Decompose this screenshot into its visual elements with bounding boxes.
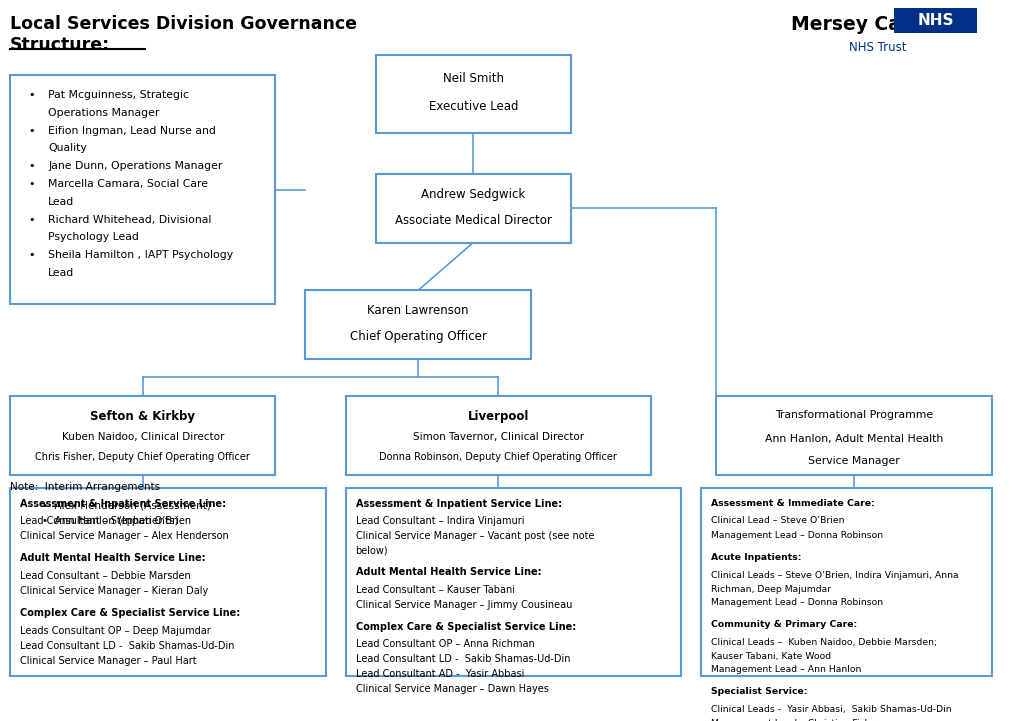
Text: Local Services Division Governance: Local Services Division Governance — [10, 15, 357, 33]
FancyBboxPatch shape — [10, 397, 275, 474]
Text: Chief Operating Officer: Chief Operating Officer — [350, 330, 486, 343]
Text: Management Lead – Donna Robinson: Management Lead – Donna Robinson — [710, 598, 882, 607]
Text: Adult Mental Health Service Line:: Adult Mental Health Service Line: — [356, 567, 541, 577]
Text: •  Ann Hanlon (Inpatients): • Ann Hanlon (Inpatients) — [42, 516, 178, 526]
Text: Clinical Lead – Steve O’Brien: Clinical Lead – Steve O’Brien — [710, 516, 844, 526]
Text: Sefton & Kirkby: Sefton & Kirkby — [90, 410, 195, 423]
Text: Lead Consultant – Indira Vinjamuri: Lead Consultant – Indira Vinjamuri — [356, 516, 524, 526]
Text: Jane Dunn, Operations Manager: Jane Dunn, Operations Manager — [48, 162, 222, 171]
Text: Quality: Quality — [48, 143, 87, 154]
Text: Lead Consultant LD -  Sakib Shamas-Ud-Din: Lead Consultant LD - Sakib Shamas-Ud-Din — [20, 641, 234, 651]
Text: Associate Medical Director: Associate Medical Director — [394, 214, 551, 227]
Text: Transformational Programme: Transformational Programme — [774, 410, 932, 420]
Text: Clinical Service Manager – Jimmy Cousineau: Clinical Service Manager – Jimmy Cousine… — [356, 600, 572, 610]
Text: •: • — [28, 250, 35, 260]
Text: Clinical Leads – Steve O’Brien, Indira Vinjamuri, Anna: Clinical Leads – Steve O’Brien, Indira V… — [710, 571, 958, 580]
Text: Clinical Service Manager – Paul Hart: Clinical Service Manager – Paul Hart — [20, 656, 197, 665]
Text: Complex Care & Specialist Service Line:: Complex Care & Specialist Service Line: — [20, 608, 240, 618]
Text: Richman, Deep Majumdar: Richman, Deep Majumdar — [710, 585, 830, 594]
Text: Donna Robinson, Deputy Chief Operating Officer: Donna Robinson, Deputy Chief Operating O… — [379, 452, 616, 462]
Text: Note:  Interim Arrangements: Note: Interim Arrangements — [10, 482, 160, 492]
Text: •: • — [28, 125, 35, 136]
Text: Specialist Service:: Specialist Service: — [710, 687, 807, 696]
Text: Pat Mcguinness, Strategic: Pat Mcguinness, Strategic — [48, 90, 189, 100]
Text: Community & Primary Care:: Community & Primary Care: — [710, 620, 857, 629]
FancyBboxPatch shape — [700, 488, 990, 676]
Text: Lead Consultant AD -  Yasir Abbasi: Lead Consultant AD - Yasir Abbasi — [356, 670, 524, 679]
Text: Simon Tavernor, Clinical Director: Simon Tavernor, Clinical Director — [413, 432, 583, 442]
Text: •: • — [28, 179, 35, 189]
Text: Karen Lawrenson: Karen Lawrenson — [367, 304, 469, 317]
Text: Structure:: Structure: — [10, 35, 110, 53]
Text: Clinical Service Manager – Vacant post (see note: Clinical Service Manager – Vacant post (… — [356, 531, 593, 541]
Text: Clinical Service Manager – Alex Henderson: Clinical Service Manager – Alex Henderso… — [20, 531, 228, 541]
Text: Management Lead – Donna Robinson: Management Lead – Donna Robinson — [710, 531, 882, 541]
Text: •: • — [28, 215, 35, 224]
Text: Adult Mental Health Service Line:: Adult Mental Health Service Line: — [20, 553, 206, 563]
Text: Kauser Tabani, Kate Wood: Kauser Tabani, Kate Wood — [710, 652, 830, 660]
Text: Mersey Care: Mersey Care — [791, 15, 922, 34]
Text: Andrew Sedgwick: Andrew Sedgwick — [421, 188, 525, 201]
Text: •: • — [28, 162, 35, 171]
Text: Management Lead – Ann Hanlon: Management Lead – Ann Hanlon — [710, 665, 861, 674]
Text: Kuben Naidoo, Clinical Director: Kuben Naidoo, Clinical Director — [61, 432, 224, 442]
Text: Service Manager: Service Manager — [807, 456, 899, 466]
Text: Lead Consultant – Kauser Tabani: Lead Consultant – Kauser Tabani — [356, 585, 514, 595]
Text: Richard Whitehead, Divisional: Richard Whitehead, Divisional — [48, 215, 211, 224]
Text: Marcella Camara, Social Care: Marcella Camara, Social Care — [48, 179, 208, 189]
FancyBboxPatch shape — [715, 397, 990, 474]
Text: Chris Fisher, Deputy Chief Operating Officer: Chris Fisher, Deputy Chief Operating Off… — [36, 452, 250, 462]
Text: Lead Consultant LD -  Sakib Shamas-Ud-Din: Lead Consultant LD - Sakib Shamas-Ud-Din — [356, 655, 570, 665]
Text: below): below) — [356, 545, 388, 555]
Text: •  Alex Henderson (Assessment): • Alex Henderson (Assessment) — [42, 500, 211, 510]
Text: Lead Consultant – Debbie Marsden: Lead Consultant – Debbie Marsden — [20, 571, 191, 581]
FancyBboxPatch shape — [306, 291, 530, 358]
Text: Clinical Leads -  Yasir Abbasi,  Sakib Shamas-Ud-Din: Clinical Leads - Yasir Abbasi, Sakib Sha… — [710, 705, 951, 714]
FancyBboxPatch shape — [345, 397, 650, 474]
FancyBboxPatch shape — [375, 55, 571, 133]
Text: Clinical Leads –  Kuben Naidoo, Debbie Marsden;: Clinical Leads – Kuben Naidoo, Debbie Ma… — [710, 638, 936, 647]
Text: Neil Smith: Neil Smith — [442, 72, 503, 85]
Text: NHS: NHS — [916, 13, 953, 28]
Text: Liverpool: Liverpool — [467, 410, 529, 423]
FancyBboxPatch shape — [375, 174, 571, 242]
Text: Executive Lead: Executive Lead — [428, 99, 518, 112]
FancyBboxPatch shape — [10, 488, 325, 676]
Text: Assessment & Inpatient Service Line:: Assessment & Inpatient Service Line: — [356, 499, 561, 509]
Text: Lead: Lead — [48, 197, 74, 207]
Text: Leads Consultant OP – Deep Majumdar: Leads Consultant OP – Deep Majumdar — [20, 626, 211, 636]
Text: Clinical Service Manager – Dawn Hayes: Clinical Service Manager – Dawn Hayes — [356, 684, 548, 694]
Text: Sheila Hamilton , IAPT Psychology: Sheila Hamilton , IAPT Psychology — [48, 250, 233, 260]
Text: Assessment & Inpatient Service Line:: Assessment & Inpatient Service Line: — [20, 499, 226, 509]
Text: Acute Inpatients:: Acute Inpatients: — [710, 553, 801, 562]
Text: Lead Consultant OP – Anna Richman: Lead Consultant OP – Anna Richman — [356, 640, 534, 650]
Text: Management Lead – Christine Fisher: Management Lead – Christine Fisher — [710, 719, 879, 721]
Text: Clinical Service Manager – Kieran Daly: Clinical Service Manager – Kieran Daly — [20, 586, 208, 596]
Text: Lead: Lead — [48, 267, 74, 278]
Text: Assessment & Immediate Care:: Assessment & Immediate Care: — [710, 499, 874, 508]
Text: Psychology Lead: Psychology Lead — [48, 232, 139, 242]
FancyBboxPatch shape — [345, 488, 681, 676]
Text: Lead Consultant – Stephen O’Brien: Lead Consultant – Stephen O’Brien — [20, 516, 191, 526]
Text: •: • — [28, 90, 35, 100]
Text: NHS Trust: NHS Trust — [849, 41, 906, 54]
Text: Ann Hanlon, Adult Mental Health: Ann Hanlon, Adult Mental Health — [764, 434, 943, 444]
Text: Operations Manager: Operations Manager — [48, 108, 159, 118]
Text: Eifion Ingman, Lead Nurse and: Eifion Ingman, Lead Nurse and — [48, 125, 216, 136]
Text: Complex Care & Specialist Service Line:: Complex Care & Specialist Service Line: — [356, 622, 576, 632]
FancyBboxPatch shape — [10, 75, 275, 304]
FancyBboxPatch shape — [894, 8, 975, 32]
